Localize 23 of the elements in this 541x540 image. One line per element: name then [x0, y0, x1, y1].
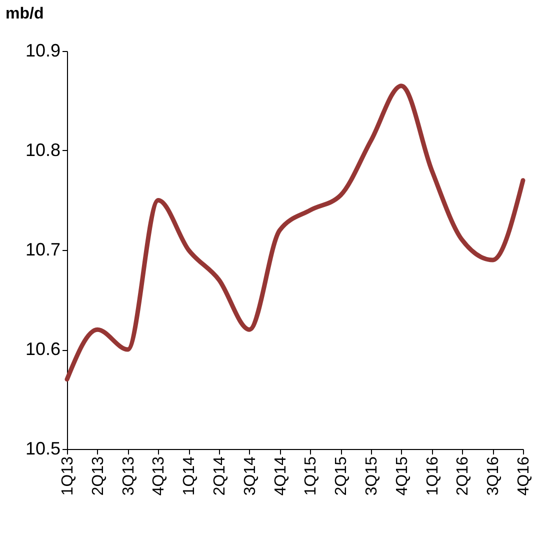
y-tick-label: 10.5 — [25, 438, 60, 458]
y-tick-label: 10.7 — [25, 240, 60, 260]
x-tick-label: 4Q16 — [516, 456, 532, 496]
x-tick-label: 4Q13 — [150, 456, 168, 496]
x-tick-label: 3Q16 — [485, 456, 502, 496]
x-tick-label: 3Q14 — [242, 456, 259, 496]
x-tick-label: 1Q15 — [302, 456, 320, 496]
x-tick-label: 2Q13 — [90, 456, 107, 496]
x-tick-label: 1Q14 — [181, 456, 198, 496]
x-tick-label: 1Q13 — [60, 456, 76, 496]
x-tick-label: 2Q14 — [212, 456, 228, 496]
x-tick-label: 2Q16 — [454, 456, 472, 496]
y-tick-label: 10.8 — [25, 140, 60, 160]
x-tick-label: 3Q15 — [364, 456, 380, 496]
line-series — [64, 84, 526, 382]
y-axis-title: mb/d — [6, 6, 44, 22]
x-tick-label: 4Q15 — [394, 456, 411, 496]
x-tick-label: 4Q14 — [272, 456, 290, 496]
x-tick-label: 3Q13 — [120, 456, 138, 496]
x-tick-label: 2Q15 — [333, 456, 350, 496]
x-tick-label: 1Q16 — [424, 456, 442, 496]
y-tick-label: 10.6 — [25, 339, 60, 359]
y-tick-label: 10.9 — [25, 40, 60, 60]
